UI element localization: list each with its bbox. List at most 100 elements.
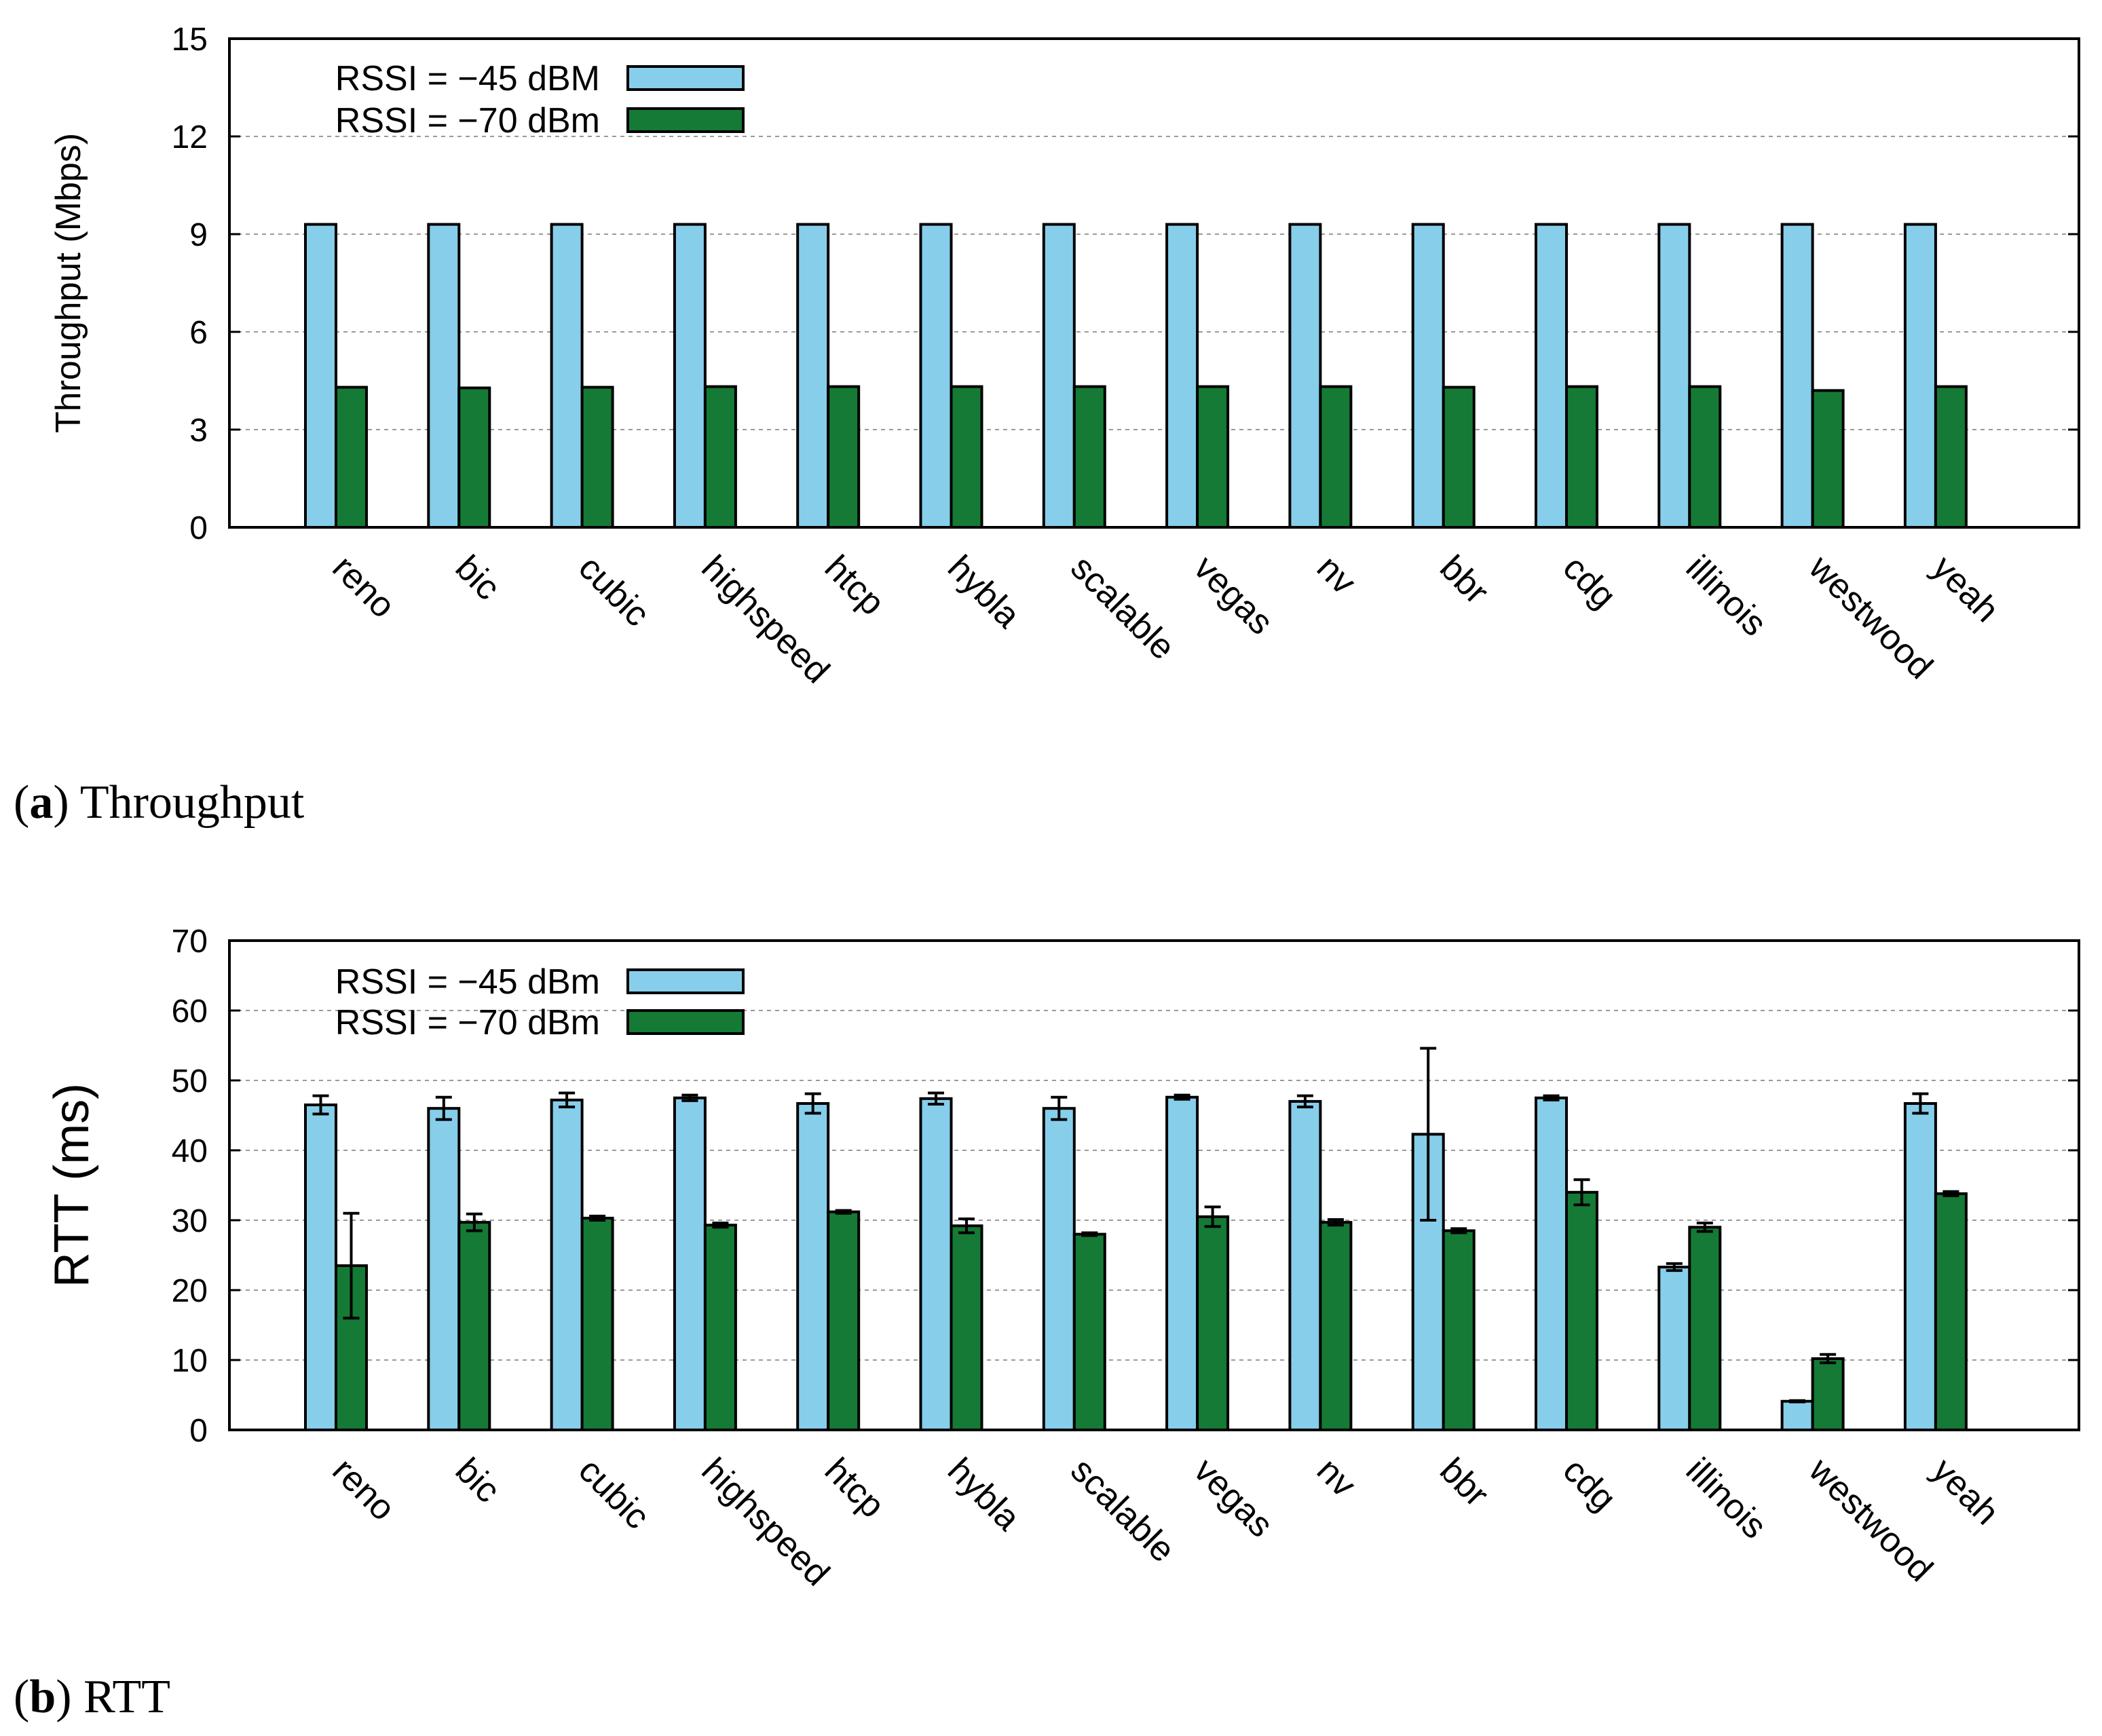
bar-westwood-series-2 (1811, 1357, 1845, 1431)
x-tick-label: westwood (1801, 1450, 1940, 1589)
bar-nv-series-1 (1288, 1099, 1322, 1432)
bar-highspeed-series-2 (703, 1224, 737, 1431)
bar-illinois-series-1 (1657, 1266, 1691, 1432)
caption-paren: ) (56, 1671, 83, 1723)
bar-htcp-series-1 (796, 223, 830, 529)
bar-highspeed-series-1 (673, 223, 707, 529)
bar-highspeed-series-1 (673, 1096, 707, 1431)
x-tick-label: scalable (1063, 1450, 1182, 1570)
y-tick-label: 20 (172, 1273, 208, 1309)
bar-yeah-series-1 (1903, 223, 1937, 529)
x-tick-label: vegas (1186, 548, 1281, 642)
legend-swatch (626, 1009, 745, 1035)
legend-label: RSSI = −45 dBM (335, 59, 600, 98)
y-tick-label: 3 (189, 413, 208, 449)
x-tick-label: illinois (1678, 548, 1774, 643)
bar-highspeed-series-2 (703, 385, 737, 529)
x-tick-label: yeah (1924, 548, 2006, 630)
y-tick-label: 12 (172, 119, 208, 155)
bar-bic-series-1 (427, 1107, 461, 1431)
x-tick-label: htcp (817, 1450, 893, 1526)
bar-reno-series-1 (304, 223, 337, 529)
bar-htcp-series-2 (827, 1210, 861, 1431)
x-tick-label: bbr (1432, 1450, 1496, 1514)
y-tick-label: 50 (172, 1063, 208, 1099)
bar-hybla-series-2 (950, 1224, 983, 1431)
bar-illinois-series-2 (1688, 385, 1722, 529)
caption-paren: ( (14, 776, 29, 829)
y-tick-label: 70 (172, 924, 208, 960)
caption-letter: a (29, 776, 53, 829)
bar-nv-series-1 (1288, 223, 1322, 529)
bar-scalable-series-2 (1072, 1232, 1106, 1431)
y-tick-label: 9 (189, 217, 208, 253)
legend-swatch (626, 968, 745, 994)
bar-vegas-series-2 (1196, 385, 1230, 529)
bar-cdg-series-1 (1535, 1096, 1568, 1431)
x-tick-label: highspeed (694, 1450, 837, 1593)
bar-scalable-series-2 (1072, 385, 1106, 529)
bar-htcp-series-2 (827, 385, 861, 529)
bar-scalable-series-1 (1042, 223, 1076, 529)
bar-hybla-series-1 (919, 1097, 953, 1432)
x-tick-label: reno (325, 1450, 403, 1528)
bar-bbr-series-2 (1442, 385, 1476, 529)
x-tick-label: cdg (1556, 548, 1624, 616)
bar-nv-series-2 (1319, 1221, 1353, 1431)
x-tick-label: westwood (1801, 548, 1940, 687)
x-tick-label: nv (1309, 548, 1364, 602)
y-tick-label: 15 (172, 22, 208, 58)
bar-yeah-series-2 (1934, 1192, 1968, 1431)
y-tick-label: 10 (172, 1343, 208, 1379)
y-tick-label: 0 (189, 1413, 208, 1449)
x-tick-label: bbr (1432, 548, 1496, 611)
x-tick-label: bic (448, 548, 508, 607)
caption-text: Throughput (80, 776, 305, 829)
bar-westwood-series-1 (1780, 1399, 1814, 1432)
x-tick-label: yeah (1924, 1450, 2006, 1532)
y-axis-label: RTT (ms) (45, 1083, 99, 1287)
bar-westwood-series-2 (1811, 389, 1845, 529)
legend-label: RSSI = −70 dBm (335, 1003, 600, 1042)
caption-paren: ) (53, 776, 80, 829)
plot-frame (228, 37, 2080, 529)
y-axis-label: Throughput (Mbps) (49, 133, 88, 433)
bar-westwood-series-1 (1780, 223, 1814, 529)
bar-cdg-series-1 (1535, 223, 1568, 529)
y-tick-label: 30 (172, 1203, 208, 1239)
bar-hybla-series-2 (950, 385, 983, 529)
bar-bbr-series-1 (1411, 223, 1445, 529)
x-tick-label: cdg (1556, 1450, 1624, 1518)
panel-caption: (b) RTT (14, 1671, 170, 1723)
y-tick-label: 40 (172, 1133, 208, 1169)
bar-bic-series-2 (457, 386, 491, 529)
bar-cubic-series-2 (580, 1216, 614, 1432)
x-tick-label: highspeed (694, 548, 837, 691)
bar-bbr-series-2 (1442, 1229, 1476, 1431)
bar-vegas-series-1 (1165, 223, 1199, 529)
bar-vegas-series-2 (1196, 1215, 1230, 1431)
bar-htcp-series-1 (796, 1101, 830, 1431)
x-tick-label: illinois (1678, 1450, 1774, 1546)
bar-hybla-series-1 (919, 223, 953, 529)
x-tick-label: vegas (1186, 1450, 1281, 1545)
bar-cdg-series-2 (1565, 385, 1598, 529)
caption-letter: b (29, 1671, 56, 1723)
x-tick-label: scalable (1063, 548, 1182, 667)
y-tick-label: 0 (189, 510, 208, 546)
bar-vegas-series-1 (1165, 1095, 1199, 1431)
bar-illinois-series-2 (1688, 1226, 1722, 1432)
y-tick-label: 6 (189, 315, 208, 351)
legend-label: RSSI = −70 dBm (335, 101, 600, 140)
panel-caption: (a) Throughput (14, 776, 305, 829)
legend-swatch (626, 65, 745, 91)
bar-reno-series-1 (304, 1103, 337, 1432)
bar-cubic-series-1 (550, 1098, 584, 1431)
bar-bic-series-2 (457, 1221, 491, 1431)
x-tick-label: cubic (571, 548, 657, 634)
rtt-chart: 0 10 20 30 40 50 60 70 reno bic cubic highspeedhtcp… (14, 924, 2080, 1723)
bar-scalable-series-1 (1042, 1107, 1076, 1431)
x-tick-label: cubic (571, 1450, 657, 1536)
y-tick-label: 60 (172, 994, 208, 1030)
